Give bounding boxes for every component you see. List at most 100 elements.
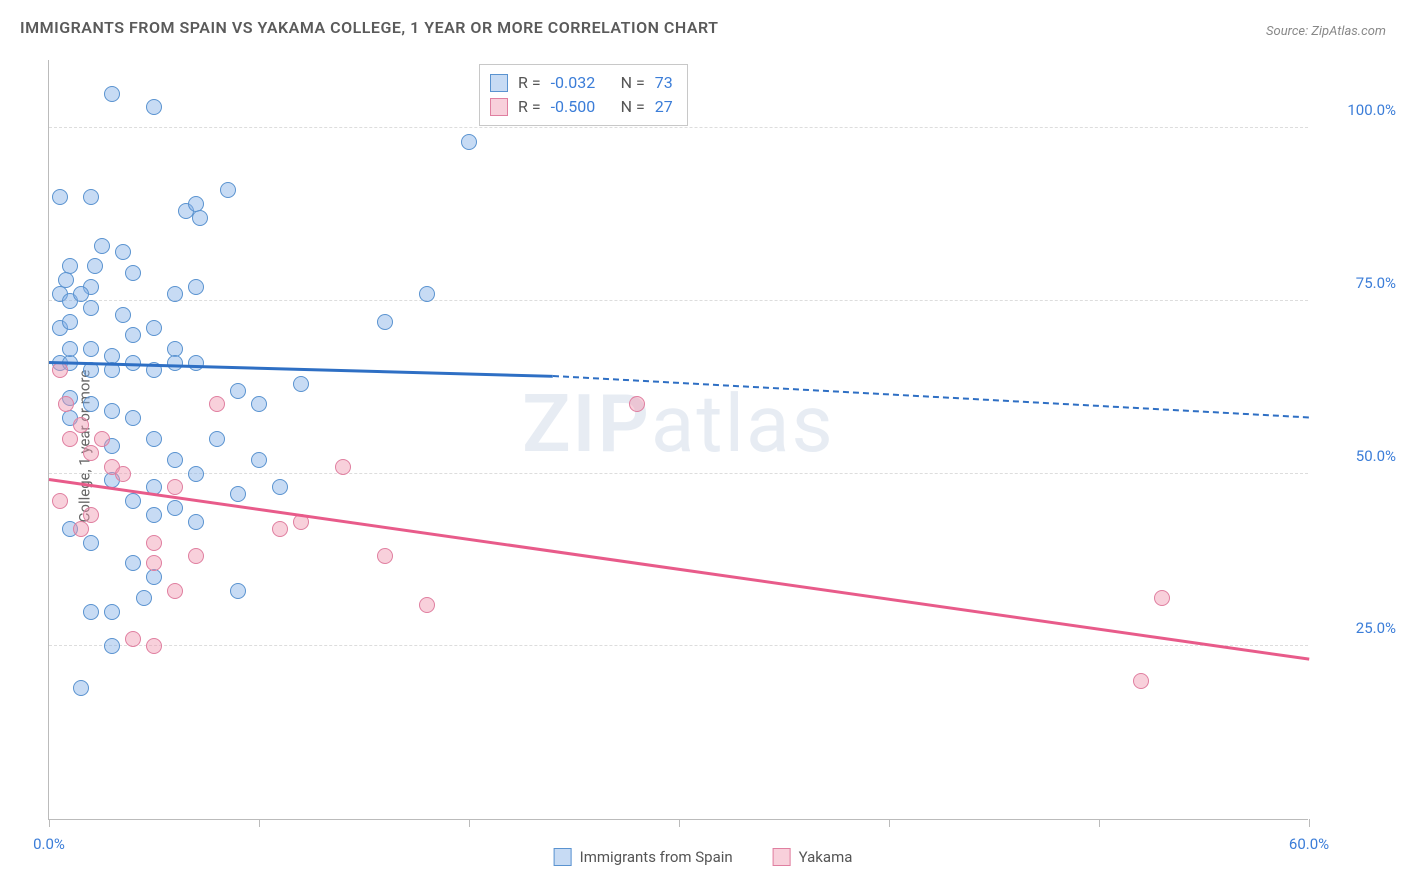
data-point [1133, 673, 1149, 689]
data-point [146, 99, 162, 115]
data-point [188, 514, 204, 530]
stat-r-label: R = [518, 71, 541, 95]
data-point [83, 445, 99, 461]
data-point [125, 327, 141, 343]
y-tick-label: 75.0% [1316, 274, 1396, 292]
data-point [377, 548, 393, 564]
data-point [146, 431, 162, 447]
data-point [94, 431, 110, 447]
data-point [115, 307, 131, 323]
data-point [125, 493, 141, 509]
data-point [209, 396, 225, 412]
data-point [188, 279, 204, 295]
data-point [115, 466, 131, 482]
data-point [52, 493, 68, 509]
legend-item: Immigrants from Spain [554, 848, 733, 866]
data-point [167, 452, 183, 468]
data-point [83, 300, 99, 316]
y-tick-label: 25.0% [1316, 619, 1396, 637]
data-point [251, 396, 267, 412]
data-point [167, 355, 183, 371]
gridline [49, 127, 1308, 128]
legend-swatch [554, 848, 572, 866]
data-point [125, 631, 141, 647]
data-point [94, 238, 110, 254]
x-tick-label: 0.0% [33, 835, 65, 853]
data-point [335, 459, 351, 475]
data-point [146, 507, 162, 523]
watermark: ZIPatlas [522, 377, 835, 471]
data-point [419, 597, 435, 613]
data-point [83, 189, 99, 205]
legend-item: Yakama [773, 848, 853, 866]
stat-r-value: -0.500 [551, 95, 611, 119]
data-point [73, 521, 89, 537]
gridline [49, 300, 1308, 301]
data-point [230, 383, 246, 399]
data-point [125, 410, 141, 426]
data-point [146, 638, 162, 654]
data-point [146, 535, 162, 551]
data-point [87, 258, 103, 274]
legend-label: Yakama [799, 848, 853, 866]
gridline [49, 645, 1308, 646]
data-point [83, 535, 99, 551]
data-point [104, 403, 120, 419]
x-tick [889, 819, 890, 827]
stat-n-value: 27 [655, 95, 673, 119]
data-point [377, 314, 393, 330]
legend-swatch [490, 74, 508, 92]
data-point [83, 507, 99, 523]
data-point [83, 341, 99, 357]
data-point [62, 341, 78, 357]
data-point [272, 479, 288, 495]
stat-n-label: N = [621, 95, 645, 119]
series-legend: Immigrants from Spain Yakama [554, 848, 853, 866]
data-point [62, 314, 78, 330]
stats-legend-box: R =-0.032N =73R =-0.500N =27 [479, 64, 688, 126]
data-point [52, 189, 68, 205]
data-point [83, 396, 99, 412]
data-point [167, 479, 183, 495]
trend-line [553, 375, 1309, 418]
x-tick [1309, 819, 1310, 827]
data-point [146, 320, 162, 336]
data-point [62, 431, 78, 447]
trend-line [49, 361, 553, 377]
x-tick-label: 60.0% [1289, 835, 1329, 853]
source-attribution: Source: ZipAtlas.com [1266, 24, 1386, 39]
data-point [272, 521, 288, 537]
data-point [73, 680, 89, 696]
data-point [125, 555, 141, 571]
y-tick-label: 50.0% [1316, 447, 1396, 465]
data-point [209, 431, 225, 447]
stats-row: R =-0.032N =73 [490, 71, 673, 95]
data-point [293, 376, 309, 392]
x-tick [469, 819, 470, 827]
data-point [136, 590, 152, 606]
data-point [167, 583, 183, 599]
trend-line [49, 478, 1309, 660]
data-point [73, 417, 89, 433]
data-point [1154, 590, 1170, 606]
data-point [461, 134, 477, 150]
data-point [52, 362, 68, 378]
data-point [629, 396, 645, 412]
data-point [419, 286, 435, 302]
data-point [104, 638, 120, 654]
data-point [188, 548, 204, 564]
y-tick-label: 100.0% [1316, 101, 1396, 119]
data-point [167, 500, 183, 516]
scatter-plot-area: ZIPatlas R =-0.032N =73R =-0.500N =27 25… [48, 60, 1308, 820]
stat-n-label: N = [621, 71, 645, 95]
legend-swatch [490, 98, 508, 116]
data-point [115, 244, 131, 260]
data-point [146, 555, 162, 571]
legend-label: Immigrants from Spain [580, 848, 733, 866]
data-point [104, 604, 120, 620]
data-point [58, 272, 74, 288]
legend-swatch [773, 848, 791, 866]
stat-n-value: 73 [655, 71, 673, 95]
data-point [146, 569, 162, 585]
data-point [73, 286, 89, 302]
